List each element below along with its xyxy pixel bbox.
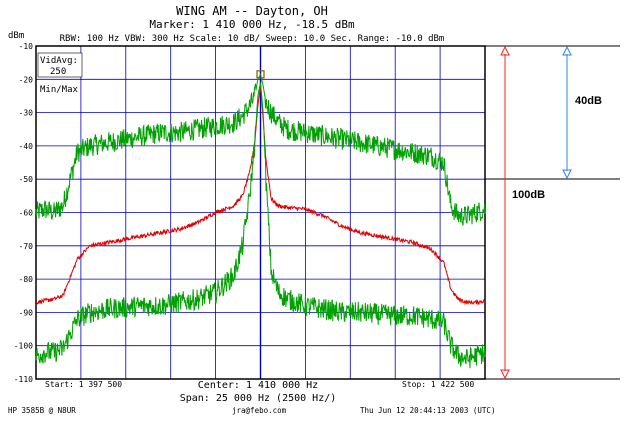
start-frequency: Start: 1 397 500 [45, 380, 122, 389]
dimension-arrows [500, 45, 572, 380]
y-tick-label: -80 [19, 275, 34, 284]
chart-title: WING AM -- Dayton, OH [176, 4, 328, 18]
y-tick-label: -50 [19, 175, 34, 184]
y-tick-label: -30 [19, 109, 34, 118]
center-frequency: Center: 1 410 000 Hz [198, 380, 318, 391]
grid [36, 46, 485, 379]
y-axis-label: dBm [8, 31, 24, 41]
annotation-40db: 40dB [575, 95, 602, 107]
marker-readout: Marker: 1 410 000 Hz, -18.5 dBm [149, 18, 355, 31]
arrow-40db-head-bottom [562, 169, 572, 180]
trace-max [35, 72, 486, 226]
arrow-40db-head-top [562, 45, 572, 56]
vidavg-label: VidAvg: [40, 56, 78, 66]
minmax-label: Min/Max [40, 85, 79, 95]
vidavg-box [37, 52, 83, 78]
y-tick-labels: -10 -20 -30 -40 -50 -60 -70 -80 -90 -100 -110 [14, 42, 33, 384]
instrument-id: HP 3585B @ N8UR [8, 406, 76, 415]
stop-frequency: Stop: 1 422 500 [402, 380, 474, 389]
marker-box [256, 70, 265, 79]
arrow-100db-head-bottom [500, 369, 510, 380]
y-tick-label: -90 [19, 308, 34, 317]
y-tick-label: -60 [19, 209, 34, 218]
y-tick-label: -20 [19, 75, 34, 84]
y-tick-label: -10 [19, 42, 34, 51]
y-tick-label: -110 [14, 375, 33, 384]
y-tick-label: -70 [19, 242, 34, 251]
y-tick-label: -40 [19, 142, 34, 151]
arrow-100db-head-top [500, 45, 510, 56]
timestamp: Thu Jun 12 20:44:13 2003 (UTC) [360, 406, 495, 415]
trace-min [35, 82, 486, 369]
contact-email: jra@febo.com [232, 406, 287, 415]
vidavg-value: 250 [50, 67, 66, 77]
annotation-100db: 100dB [512, 189, 545, 201]
y-tick-label: -100 [14, 342, 33, 351]
settings-line: RBW: 100 Hz VBW: 300 Hz Scale: 10 dB/ Sw… [60, 34, 445, 44]
span-readout: Span: 25 000 Hz (2500 Hz/) [180, 393, 337, 404]
